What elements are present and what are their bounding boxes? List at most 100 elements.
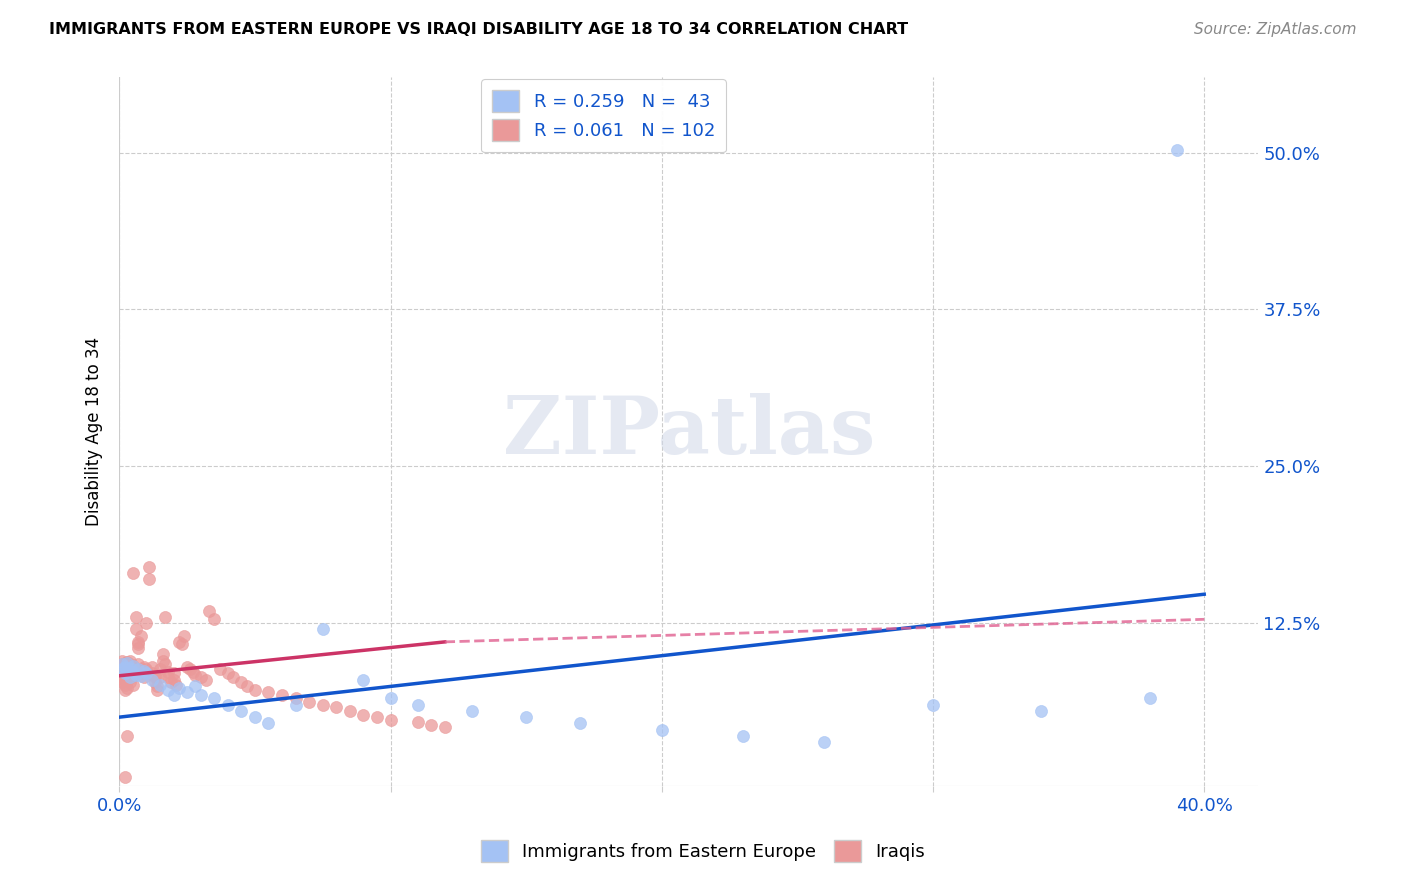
Point — [124, 663, 146, 677]
Point — [733, 729, 755, 743]
Point — [141, 673, 163, 687]
Point — [111, 663, 134, 677]
Point — [111, 657, 134, 672]
Point — [170, 637, 193, 651]
Point — [217, 698, 239, 712]
Point — [167, 635, 190, 649]
Point — [135, 616, 157, 631]
Point — [114, 677, 136, 691]
Point — [117, 681, 139, 696]
Point — [132, 664, 155, 678]
Point — [176, 660, 198, 674]
Point — [138, 559, 160, 574]
Point — [461, 704, 484, 718]
Point — [114, 657, 136, 671]
Point — [157, 682, 180, 697]
Point — [111, 673, 134, 687]
Point — [127, 635, 149, 649]
Point — [132, 670, 155, 684]
Point — [117, 667, 139, 681]
Point — [117, 664, 139, 678]
Point — [120, 663, 142, 677]
Point — [162, 673, 184, 687]
Point — [284, 691, 307, 706]
Point — [135, 663, 157, 677]
Point — [129, 666, 152, 681]
Point — [190, 688, 212, 702]
Point — [114, 660, 136, 674]
Point — [114, 666, 136, 681]
Point — [352, 707, 374, 722]
Point — [111, 669, 134, 683]
Point — [120, 666, 142, 681]
Point — [120, 654, 142, 668]
Point — [111, 663, 134, 677]
Point — [813, 735, 835, 749]
Point — [651, 723, 673, 737]
Point — [127, 637, 149, 651]
Point — [141, 666, 163, 681]
Point — [202, 691, 225, 706]
Point — [298, 695, 321, 709]
Point — [184, 679, 207, 693]
Point — [135, 665, 157, 679]
Point — [162, 666, 184, 681]
Point — [114, 670, 136, 684]
Point — [138, 572, 160, 586]
Point — [190, 670, 212, 684]
Point — [406, 715, 429, 730]
Point — [284, 698, 307, 712]
Point — [155, 657, 177, 672]
Point — [120, 661, 142, 675]
Point — [111, 654, 134, 668]
Point — [141, 660, 163, 674]
Point — [197, 603, 219, 617]
Point — [922, 698, 945, 712]
Point — [257, 685, 280, 699]
Point — [152, 654, 174, 668]
Point — [143, 675, 166, 690]
Point — [129, 629, 152, 643]
Point — [117, 657, 139, 671]
Point — [117, 664, 139, 678]
Point — [380, 691, 402, 706]
Point — [121, 566, 143, 580]
Point — [117, 655, 139, 669]
Point — [114, 682, 136, 697]
Point — [121, 677, 143, 691]
Point — [380, 713, 402, 727]
Point — [117, 658, 139, 673]
Point — [111, 665, 134, 679]
Point — [111, 660, 134, 674]
Y-axis label: Disability Age 18 to 34: Disability Age 18 to 34 — [86, 337, 103, 526]
Point — [366, 710, 388, 724]
Point — [325, 700, 347, 714]
Point — [312, 698, 335, 712]
Text: Source: ZipAtlas.com: Source: ZipAtlas.com — [1194, 22, 1357, 37]
Point — [111, 675, 134, 690]
Point — [127, 657, 149, 672]
Point — [121, 658, 143, 673]
Legend: Immigrants from Eastern Europe, Iraqis: Immigrants from Eastern Europe, Iraqis — [474, 833, 932, 870]
Point — [117, 729, 139, 743]
Point — [143, 669, 166, 683]
Point — [202, 612, 225, 626]
Point — [176, 685, 198, 699]
Point — [406, 698, 429, 712]
Text: ZIPatlas: ZIPatlas — [503, 392, 875, 471]
Point — [114, 663, 136, 677]
Point — [179, 663, 201, 677]
Point — [231, 704, 253, 718]
Point — [135, 666, 157, 681]
Point — [121, 658, 143, 673]
Point — [124, 667, 146, 681]
Point — [217, 666, 239, 681]
Point — [132, 665, 155, 679]
Point — [236, 679, 259, 693]
Point — [569, 716, 592, 731]
Point — [121, 665, 143, 679]
Point — [129, 669, 152, 683]
Point — [195, 673, 218, 687]
Point — [152, 648, 174, 662]
Point — [157, 670, 180, 684]
